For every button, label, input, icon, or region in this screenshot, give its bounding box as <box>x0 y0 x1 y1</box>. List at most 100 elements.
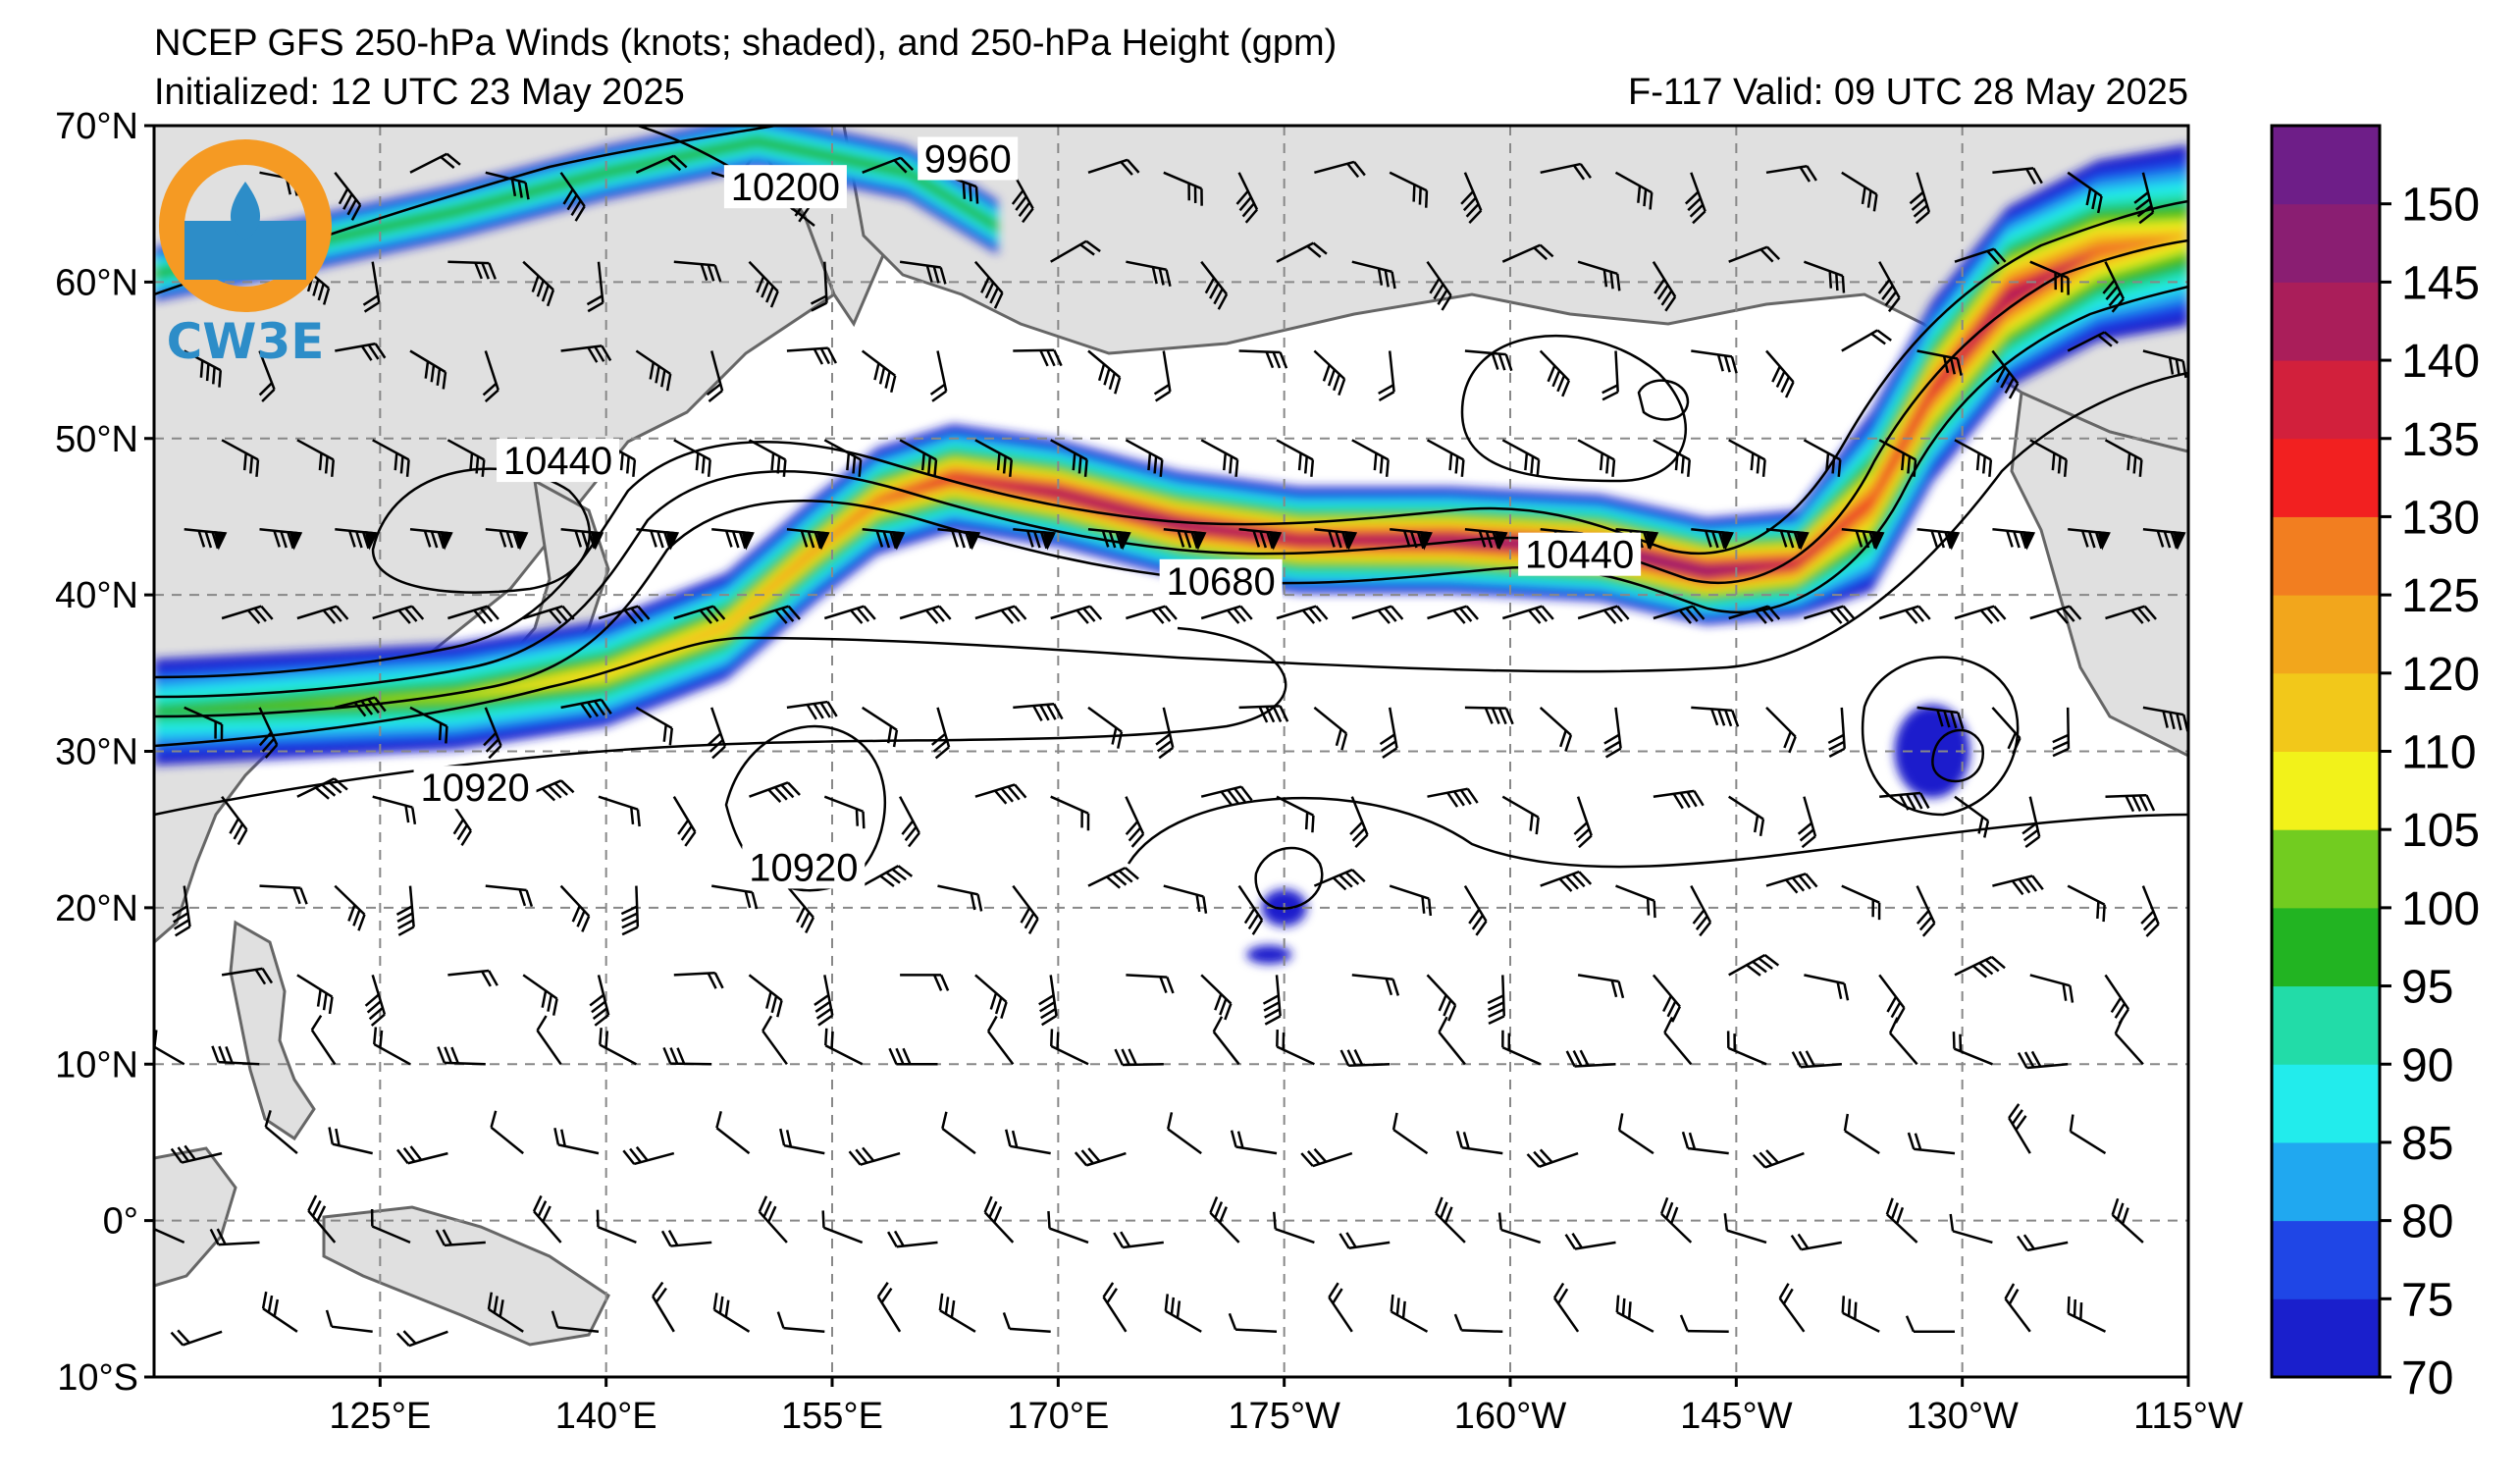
contour-label-bg <box>918 136 1019 181</box>
wind-barb <box>372 439 410 477</box>
wind-barb <box>560 698 612 718</box>
contour-label-bg <box>497 439 620 483</box>
wind-barb <box>1087 158 1140 176</box>
wind-barb <box>748 260 779 308</box>
wind-barb <box>1728 605 1781 624</box>
wind-barb <box>1888 1017 1918 1066</box>
colorbar-swatch <box>2272 672 2380 752</box>
wind-barb <box>821 1210 864 1245</box>
wind-barb <box>814 975 834 1027</box>
wind-barb <box>1526 1148 1579 1168</box>
wind-barb <box>1841 329 1892 352</box>
land-philippines <box>229 920 316 1141</box>
wind-barb <box>551 1310 600 1334</box>
wind-barb <box>596 1209 637 1245</box>
height-contour-subtrop-cell <box>1254 846 1324 910</box>
wind-barb <box>1389 171 1429 208</box>
wind-barb <box>1691 706 1740 727</box>
wind-barb <box>1230 1130 1278 1155</box>
init-time: Initialized: 12 UTC 23 May 2025 <box>154 72 685 113</box>
wind-barb <box>1050 239 1101 263</box>
wind-barb <box>409 152 461 174</box>
wind-barb <box>1916 885 1936 937</box>
height-contour-low-inner <box>1931 728 1985 783</box>
wind-barb <box>560 527 604 551</box>
colorbar-tick-label: 125 <box>2401 570 2480 622</box>
wind-barb <box>673 971 724 989</box>
wind-barb <box>761 1015 788 1066</box>
wind-barb <box>1992 527 2036 551</box>
wind-barb <box>662 1046 712 1066</box>
wind-barb <box>983 1195 1015 1244</box>
wind-barb <box>482 350 499 402</box>
wind-barb <box>1652 261 1677 312</box>
wind-barb <box>483 707 502 760</box>
wind-barb <box>1125 796 1145 848</box>
height-contour-east-asia-low <box>371 467 592 594</box>
wind-barb <box>2067 331 2119 352</box>
wind-barb <box>1728 953 1780 977</box>
wind-barb <box>887 1230 938 1248</box>
wind-barb <box>1487 975 1506 1026</box>
wind-barb <box>937 527 981 551</box>
wind-barb <box>899 605 952 624</box>
wind-barb <box>1435 1196 1466 1244</box>
wind-barb <box>715 1111 751 1155</box>
wind-barb <box>373 1027 411 1066</box>
colorbar-swatch <box>2272 282 2380 361</box>
wind-barb <box>409 527 453 551</box>
height-contour-10440-west <box>154 199 2188 679</box>
wind-barb <box>1351 439 1390 477</box>
wind-barb <box>786 700 838 720</box>
lon-tick-label: 140°E <box>555 1396 657 1437</box>
wind-barb <box>2142 349 2187 379</box>
wind-barb <box>598 605 651 624</box>
wind-barb <box>2017 1050 2069 1070</box>
lat-tick-label: 20°N <box>55 888 138 929</box>
wind-barb <box>1167 1112 1202 1155</box>
wind-barb <box>1577 260 1621 291</box>
height-contour-gulf-low <box>1460 335 1687 483</box>
wind-barb <box>1905 1315 1955 1334</box>
wind-barb <box>1765 707 1797 754</box>
wind-barb <box>1050 1029 1089 1066</box>
colorbar-swatch <box>2272 126 2380 205</box>
wind-barb <box>2067 884 2106 923</box>
wind-barb <box>1351 605 1404 624</box>
colorbar-tick-label: 130 <box>2401 492 2480 544</box>
wind-barb <box>620 885 640 936</box>
wind-barb <box>335 527 378 551</box>
wind-barb <box>522 605 575 624</box>
wind-barb <box>635 349 672 392</box>
height-contour-low-center <box>1861 656 2020 817</box>
colorbar-tick-label: 105 <box>2401 805 2480 857</box>
wind-barb <box>974 783 1027 805</box>
wind-barb <box>622 1145 675 1166</box>
wind-barb <box>1954 795 1990 838</box>
wind-barb <box>824 1028 864 1066</box>
wind-barb <box>2029 260 2070 295</box>
wind-barb <box>522 779 575 802</box>
wind-barb <box>1276 439 1315 477</box>
lon-tick-label: 160°W <box>1454 1396 1567 1437</box>
height-contour-10920 <box>154 626 1287 817</box>
colorbar-tick-label: 85 <box>2401 1118 2453 1170</box>
wind-barb <box>1426 260 1452 311</box>
wind-barb <box>2104 439 2143 477</box>
wind-barb <box>1726 1031 1767 1066</box>
wind-barb <box>712 1293 751 1333</box>
wind-barb <box>409 706 448 744</box>
wind-barb <box>2142 706 2188 732</box>
wind-barb <box>1005 1129 1051 1155</box>
wind-barb <box>2140 885 2160 937</box>
wind-barb <box>1991 707 2021 755</box>
wind-barb <box>1653 439 1692 477</box>
wind-barb <box>589 975 610 1027</box>
wind-barb <box>1463 884 1488 936</box>
wind-barb <box>1803 439 1842 477</box>
lat-tick-label: 60°N <box>55 262 138 303</box>
wind-barb <box>1087 706 1124 749</box>
wind-barb <box>749 781 801 804</box>
wind-barb <box>1653 605 1706 624</box>
contour-label-bg <box>742 845 866 889</box>
